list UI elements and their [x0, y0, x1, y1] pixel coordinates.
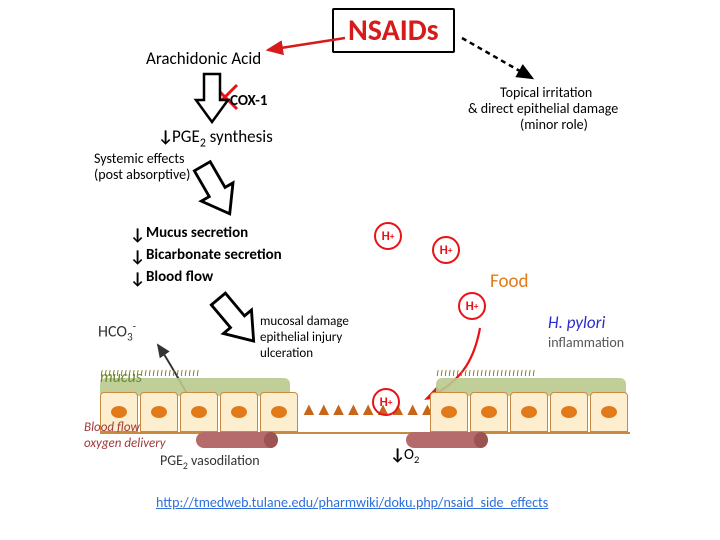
epithelial-cell — [140, 392, 178, 432]
label-topical1: Topical irritation — [500, 84, 592, 101]
label-systemic: Systemic effects — [94, 150, 185, 167]
source-url-link[interactable]: http://tmedweb.tulane.edu/pharmwiki/doku… — [156, 494, 548, 511]
label-mucosal3: ulceration — [260, 346, 313, 361]
label-mucus_lbl: mucus — [100, 368, 142, 387]
h-plus-ion: H+ — [432, 236, 460, 264]
label-food: Food — [490, 270, 529, 293]
down-arrow-icon: ↓ — [158, 126, 173, 147]
label-pge2_vaso: PGE2 vasodilation — [160, 452, 260, 472]
label-bloodflow_lbl: Blood flow — [84, 420, 140, 435]
down-arrow-icon: ↓ — [130, 224, 145, 245]
label-hpylori: H. pylori — [548, 312, 605, 333]
down-arrow-icon: ↓ — [130, 268, 145, 289]
label-inflammation: inflammation — [548, 334, 624, 351]
h-plus-ion: H+ — [458, 292, 486, 320]
label-arachidonic: Arachidonic Acid — [146, 48, 261, 69]
basement-membrane — [100, 432, 630, 434]
down-arrow-icon: ↓ — [390, 444, 405, 465]
epithelial-cell — [470, 392, 508, 432]
epithelial-cell — [510, 392, 548, 432]
label-mucosal1: mucosal damage — [260, 314, 349, 329]
label-postabs: (post absorptive) — [94, 166, 190, 183]
epithelial-cell — [430, 392, 468, 432]
label-pge2_synth: PGE2 synthesis — [172, 126, 273, 150]
vessel-left — [196, 432, 276, 448]
h-plus-ion: H+ — [374, 222, 402, 250]
epithelial-cell — [260, 392, 298, 432]
arrow-nsaids-left — [0, 0, 720, 540]
label-o2: O2 — [404, 446, 419, 466]
label-cox1: COX-1 — [230, 92, 267, 110]
h-plus-ion: H+ — [372, 388, 400, 416]
cilia-right: ⎛⎛⎛⎛⎛⎛⎛⎛⎛⎛⎛⎛⎛⎛⎛⎛⎛⎛⎛⎛⎛⎛⎛⎛⎛ — [436, 370, 626, 376]
label-mucus_sec: Mucus secretion — [146, 224, 248, 242]
label-bloodflow: Blood flow — [146, 268, 213, 286]
epithelial-cell — [220, 392, 258, 432]
epithelial-cell — [180, 392, 218, 432]
down-arrow-icon: ↓ — [130, 246, 145, 267]
label-topical3: (minor role) — [520, 116, 588, 133]
label-hco3: HCO3- — [98, 320, 136, 345]
label-oxygen_lbl: oxygen delivery — [84, 436, 166, 451]
epithelial-cell — [590, 392, 628, 432]
label-mucosal2: epithelial injury — [260, 330, 342, 345]
label-topical2: & direct epithelial damage — [468, 100, 618, 117]
label-bicarb: Bicarbonate secretion — [146, 246, 282, 264]
epithelial-cell — [550, 392, 588, 432]
